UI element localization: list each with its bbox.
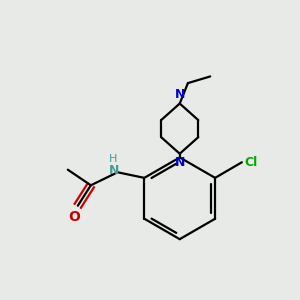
Text: N: N [109, 164, 119, 177]
Text: Cl: Cl [244, 156, 257, 169]
Text: O: O [68, 210, 80, 224]
Text: H: H [109, 154, 117, 164]
Text: N: N [175, 156, 185, 169]
Text: N: N [175, 88, 185, 101]
